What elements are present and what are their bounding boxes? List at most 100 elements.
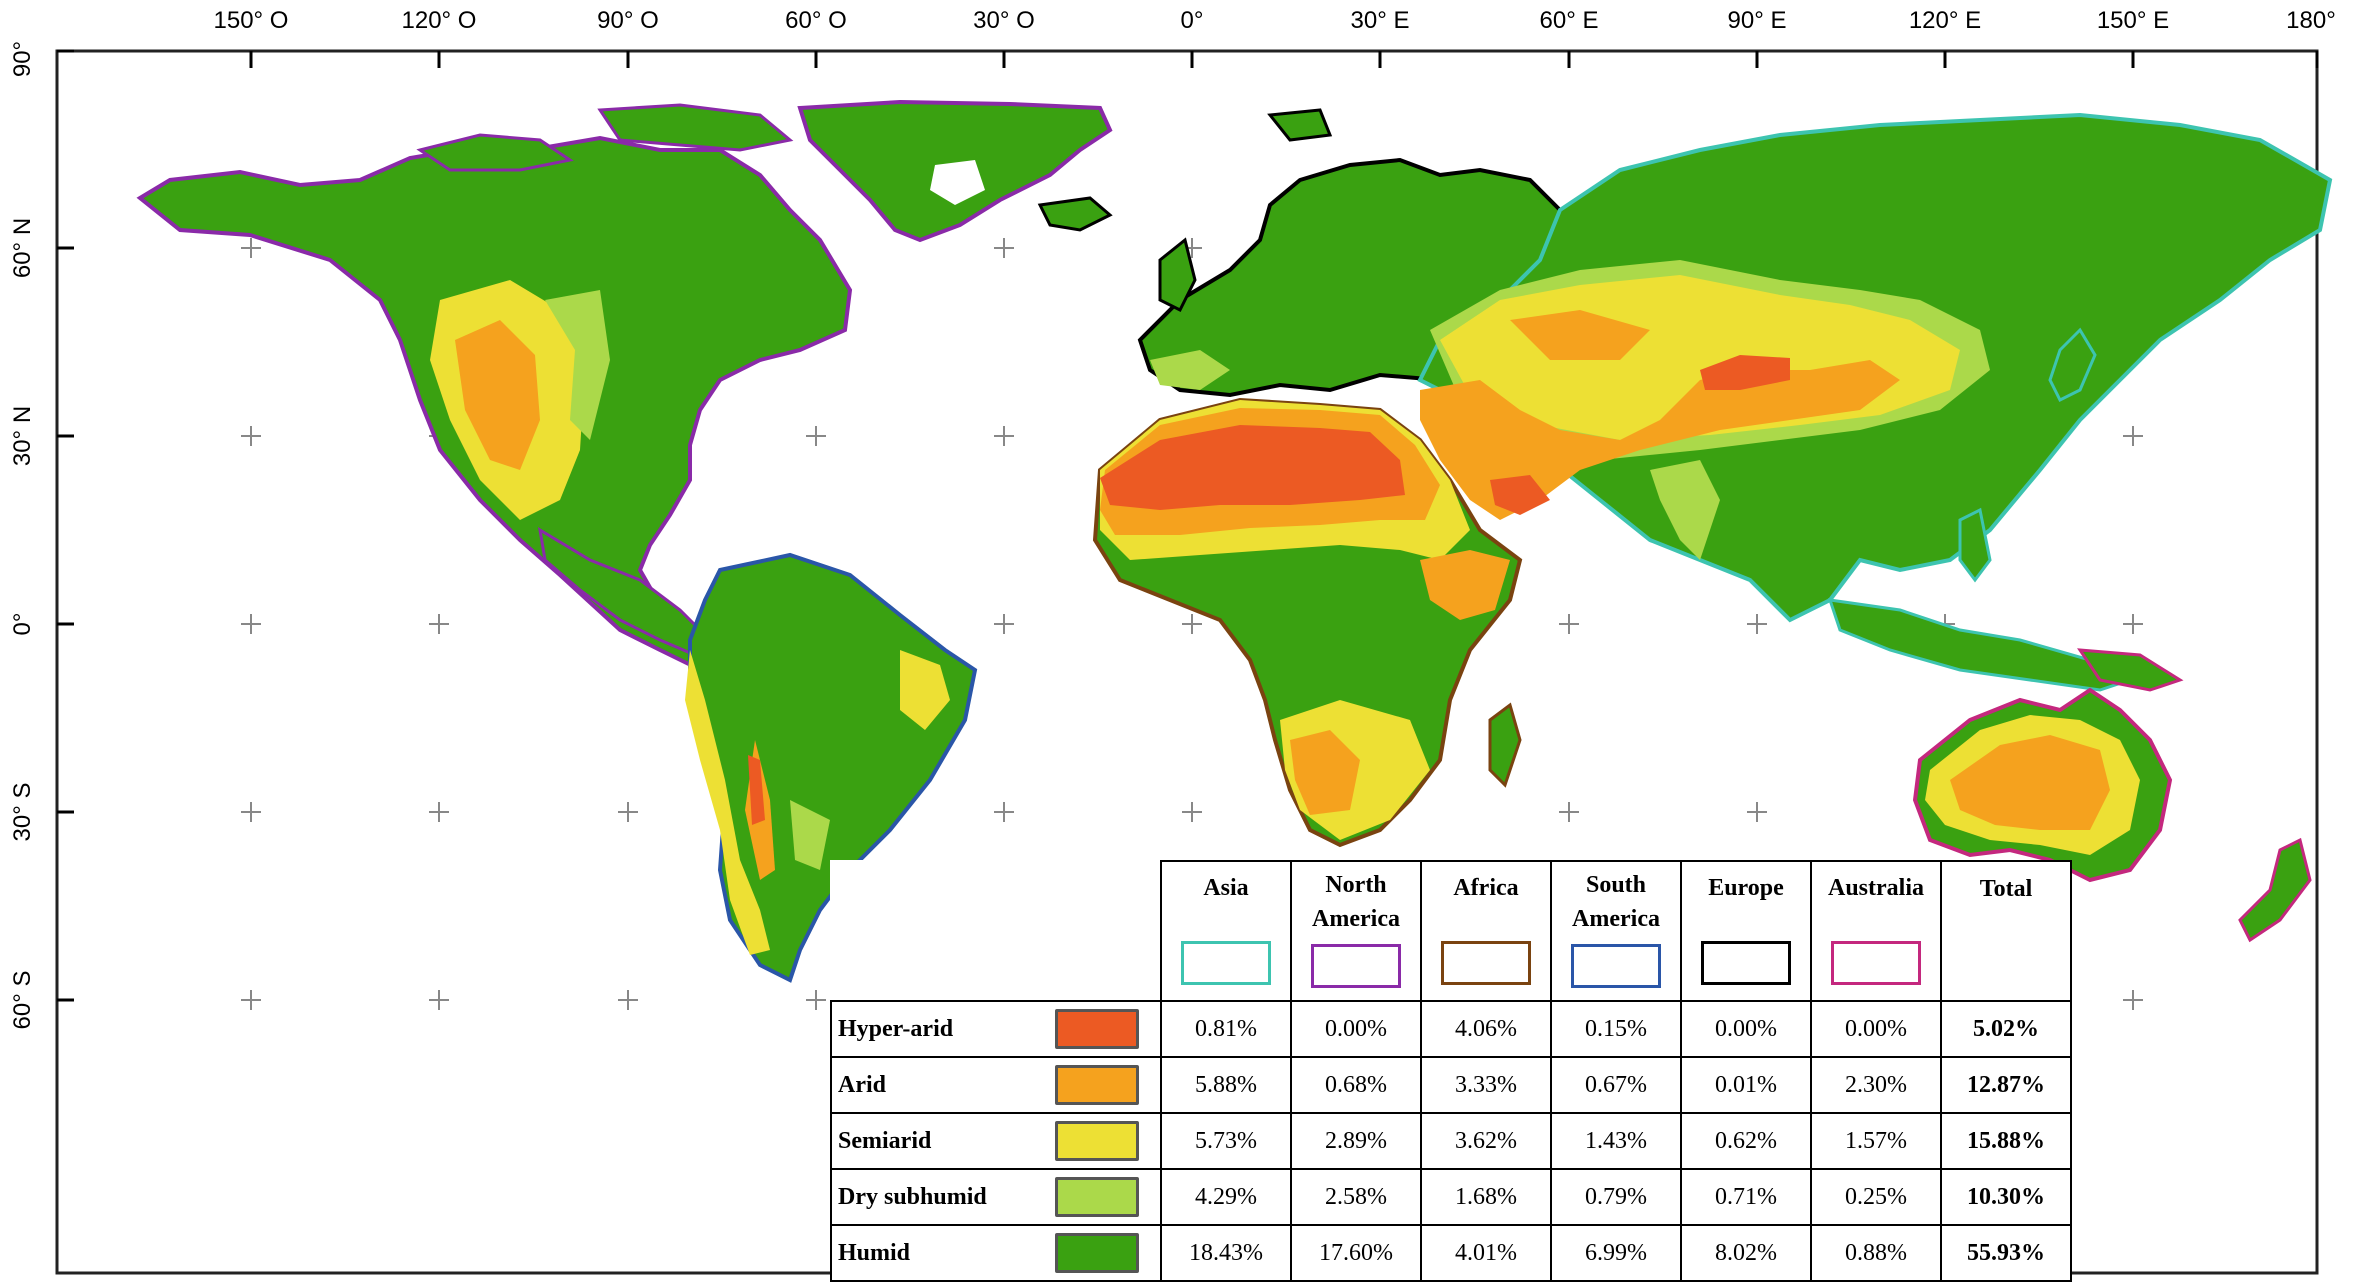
total-cell: 12.87% [1940,1056,2072,1114]
australia [1912,648,2312,943]
percentage-cell: 0.79% [1550,1168,1682,1226]
longitude-label: 60° O [785,7,847,34]
britain [1158,237,1197,313]
graticule-cross [618,802,638,822]
asia-arid [1420,310,1900,520]
longitude-label: 30° E [1351,7,1410,34]
longitude-label: 120° E [1909,7,1981,34]
percentage-cell: 6.99% [1550,1224,1682,1282]
longitude-label: 150° E [2097,7,2169,34]
greenland-ice [930,160,985,205]
graticule-cross [806,426,826,446]
horn-of-africa-arid [1420,550,1510,620]
class-color-swatch [1034,1000,1162,1058]
legend-col-label: Australia [1828,875,1924,901]
graticule-cross [2123,614,2143,634]
percentage-cell: 3.62% [1420,1112,1552,1170]
india-dry-subhumid [1650,460,1720,560]
percentage-cell: 5.88% [1160,1056,1292,1114]
class-color-swatch [1034,1168,1162,1226]
legend-col-label: South America [1572,872,1660,932]
class-swatch-fill [1055,1233,1139,1273]
legend-row: Arid 5.88% 0.68% 3.33% 0.67% 0.01% 2.30% 12.87% [830,1056,2072,1114]
latitude-axis: 90° 60° N 30° N 0° 30° S 60° S [9,41,74,1029]
legend-col-south-america: South America [1550,860,1682,1002]
new-zealand [2238,837,2312,943]
latitude-label: 30° S [9,783,36,842]
longitude-label: 30° O [973,7,1035,34]
africa-hyper-arid [1100,425,1405,510]
legend-col-australia: Australia [1810,860,1942,1002]
legend-col-label: Total [1979,876,2033,902]
percentage-cell: 0.00% [1290,1000,1422,1058]
percentage-cell: 4.29% [1160,1168,1292,1226]
legend-col-label: Africa [1453,875,1519,901]
aridity-legend-table: Asia North America Africa South America … [830,860,2072,1282]
total-cell: 55.93% [1940,1224,2072,1282]
legend-col-label: North America [1312,872,1400,932]
graticule-cross [1559,614,1579,634]
percentage-cell: 0.00% [1680,1000,1812,1058]
arctic-islands-2 [416,133,574,172]
percentage-cell: 2.89% [1290,1112,1422,1170]
graticule-cross [1182,802,1202,822]
graticule-cross [1182,614,1202,634]
percentage-cell: 2.58% [1290,1168,1422,1226]
europe-dry-subhumid [1150,350,1230,390]
south-america [685,552,978,983]
class-color-swatch [1034,1056,1162,1114]
south-america-outline-swatch [1571,944,1661,988]
philippines [1958,507,1992,583]
legend-header-row: Asia North America Africa South America … [831,860,2072,1002]
graticule-cross [429,990,449,1010]
new-guinea [2077,648,2184,692]
graticule-cross [241,238,261,258]
total-cell: 15.88% [1940,1112,2072,1170]
total-cell: 10.30% [1940,1168,2072,1226]
southern-africa-arid [1290,730,1360,815]
legend-col-africa: Africa [1420,860,1552,1002]
arctic-islands [597,103,794,152]
longitude-label: 120° O [402,7,477,34]
legend-col-label: Asia [1203,875,1249,901]
legend-body: Hyper-arid 0.81% 0.00% 4.06% 0.15% 0.00% 0.00%… [830,1000,2072,1282]
africa-outline-swatch [1441,941,1531,985]
north-america-outline-swatch [1311,944,1401,988]
class-label: Humid [830,1224,1034,1282]
class-label: Semiarid [830,1112,1034,1170]
graticule-cross [2123,426,2143,446]
class-color-swatch [1034,1224,1162,1282]
percentage-cell: 0.25% [1810,1168,1942,1226]
legend-corner [831,861,1162,1002]
legend-row: Dry subhumid 4.29% 2.58% 1.68% 0.79% 0.71% 0.2… [830,1168,2072,1226]
class-label: Hyper-arid [830,1000,1034,1058]
percentage-cell: 18.43% [1160,1224,1292,1282]
legend-col-europe: Europe [1680,860,1812,1002]
japan [2048,327,2097,403]
percentage-cell: 0.15% [1550,1000,1682,1058]
legend-col-total: Total [1940,860,2072,1002]
asia-outline-swatch [1181,941,1271,985]
graticule-cross [806,990,826,1010]
class-label: Arid [830,1056,1034,1114]
graticule-cross [1747,614,1767,634]
legend-col-north-america: North America [1290,860,1422,1002]
australia-outline-swatch [1831,941,1921,985]
graticule-cross [994,614,1014,634]
south-america-semiarid-east [900,650,950,730]
class-color-swatch [1034,1112,1162,1170]
graticule-cross [241,990,261,1010]
percentage-cell: 0.68% [1290,1056,1422,1114]
legend-col-label: Europe [1708,875,1784,901]
graticule-cross [618,990,638,1010]
total-cell: 5.02% [1940,1000,2072,1058]
graticule-cross [429,802,449,822]
madagascar [1488,702,1522,788]
landmasses [136,99,2333,983]
percentage-cell: 0.81% [1160,1000,1292,1058]
percentage-cell: 1.57% [1810,1112,1942,1170]
latitude-label: 60° N [9,218,36,278]
svalbard [1267,108,1333,142]
graticule-cross [2123,990,2143,1010]
south-america-semiarid-west [685,650,770,955]
